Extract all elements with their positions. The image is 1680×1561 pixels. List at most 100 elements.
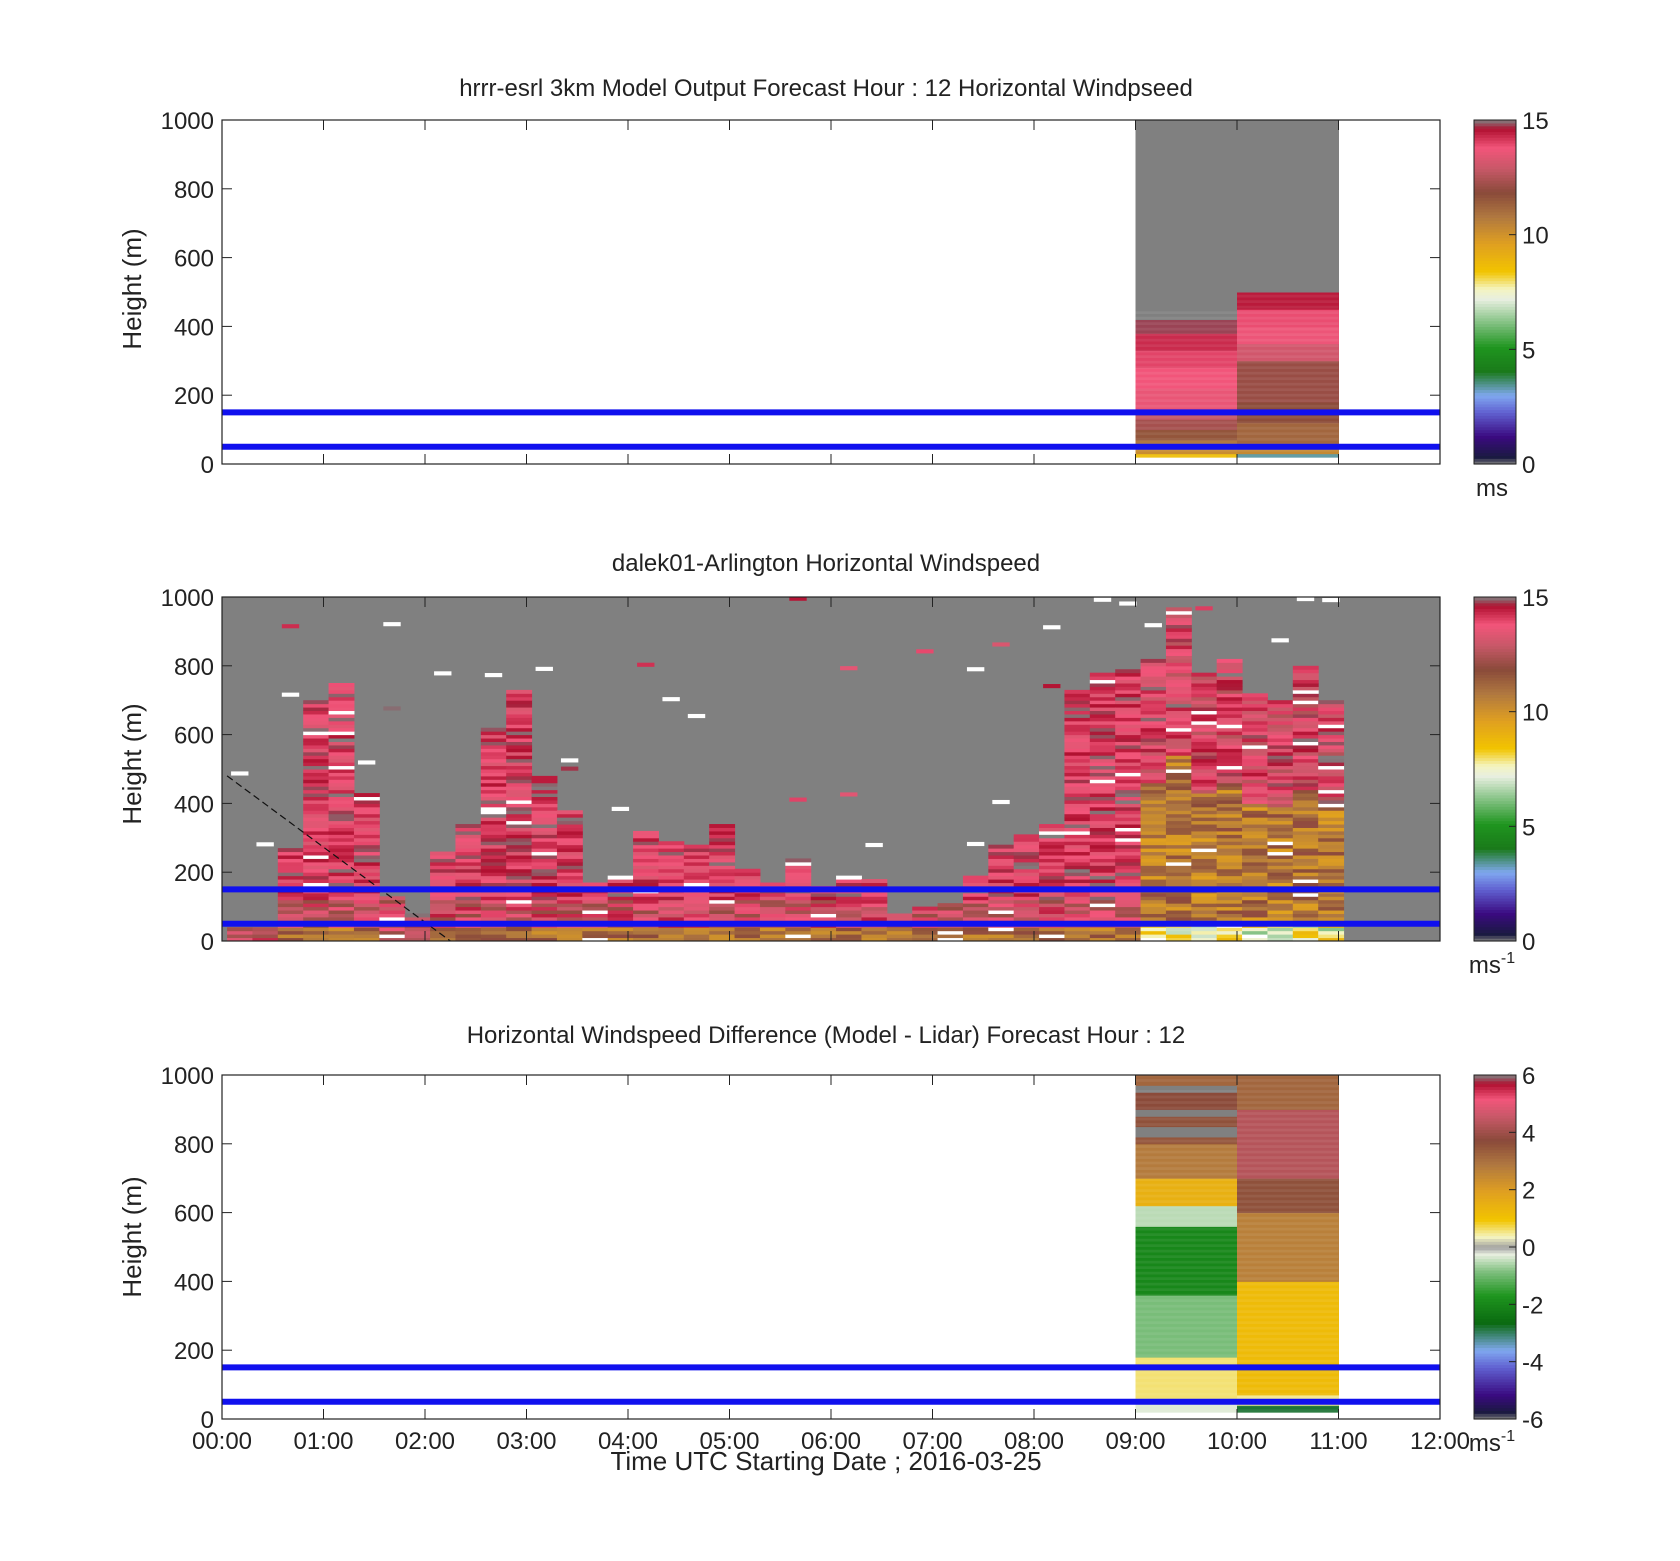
heatmap-cell xyxy=(633,934,659,939)
heatmap-band xyxy=(1237,1079,1339,1082)
heatmap-cell xyxy=(1318,700,1345,705)
heatmap-cell xyxy=(560,758,579,763)
heatmap-cell xyxy=(1064,741,1091,746)
colorbar-segment xyxy=(1474,412,1516,416)
heatmap-cell xyxy=(480,879,507,884)
heatmap-cell xyxy=(1242,755,1268,760)
heatmap-cell xyxy=(1165,717,1192,722)
heatmap-cell xyxy=(328,769,355,773)
heatmap-cell xyxy=(1013,906,1040,911)
colorbar-segment xyxy=(1474,751,1516,756)
colorbar-segment xyxy=(1474,446,1516,451)
heatmap-cell xyxy=(531,841,558,846)
heatmap-cell xyxy=(480,803,507,808)
heatmap-cell xyxy=(1140,817,1167,822)
heatmap-cell xyxy=(1267,751,1294,756)
heatmap-band xyxy=(1135,388,1237,392)
heatmap-cell xyxy=(1267,734,1294,739)
heatmap-cell xyxy=(1140,810,1167,815)
heatmap-band xyxy=(1135,1277,1237,1281)
heatmap-cell xyxy=(506,727,533,732)
heatmap-cell xyxy=(1322,598,1340,603)
heatmap-band xyxy=(1237,1315,1339,1319)
heatmap-cell xyxy=(455,916,482,921)
heatmap-cell xyxy=(1115,782,1142,787)
colorbar-segment xyxy=(1474,1353,1516,1357)
colorbar-segment xyxy=(1474,697,1516,701)
colorbar-segment xyxy=(1474,628,1516,632)
heatmap-cell xyxy=(506,793,533,798)
heatmap-cell xyxy=(1135,388,1238,410)
heatmap-band xyxy=(1237,426,1339,430)
colorbar-segment xyxy=(1474,1186,1516,1191)
heatmap-cell xyxy=(455,903,482,908)
colorbar-segment xyxy=(1474,1201,1516,1205)
heatmap-cell xyxy=(734,882,761,887)
heatmap-cell xyxy=(1318,762,1345,767)
heatmap-cell xyxy=(734,899,761,904)
heatmap-cell xyxy=(1165,824,1192,828)
heatmap-band xyxy=(1237,1112,1339,1115)
heatmap-band xyxy=(1237,1332,1339,1336)
heatmap-cell xyxy=(277,937,304,942)
heatmap-cell xyxy=(840,666,858,671)
heatmap-cell xyxy=(480,913,507,918)
heatmap-cell xyxy=(1089,872,1116,877)
heatmap-cell xyxy=(1089,734,1116,739)
heatmap-cell xyxy=(455,937,482,942)
heatmap-cell xyxy=(658,865,685,870)
heatmap-cell xyxy=(1039,851,1065,856)
heatmap-cell xyxy=(1013,841,1040,846)
heatmap-cell xyxy=(328,882,355,887)
heatmap-cell xyxy=(1191,676,1218,681)
heatmap-cell xyxy=(1089,803,1116,808)
heatmap-cell xyxy=(1165,830,1192,835)
heatmap-cell xyxy=(683,865,710,870)
heatmap-cell xyxy=(1064,817,1091,822)
colorbar-segment xyxy=(1474,151,1516,155)
heatmap-cell xyxy=(1013,930,1040,935)
heatmap-cell xyxy=(1064,858,1091,863)
heatmap-cell xyxy=(1140,796,1167,801)
heatmap-cell xyxy=(1191,775,1218,780)
heatmap-cell xyxy=(1064,910,1091,914)
heatmap-cell xyxy=(1140,686,1167,691)
heatmap-cell xyxy=(810,903,837,908)
colorbar-segment xyxy=(1474,177,1516,181)
heatmap-cell xyxy=(1140,906,1167,911)
colorbar-segment xyxy=(1474,806,1516,810)
colorbar-segment xyxy=(1474,1241,1516,1245)
heatmap-cell xyxy=(303,810,330,815)
colorbar-segment xyxy=(1474,1318,1516,1323)
heatmap-cell xyxy=(506,903,533,908)
heatmap-cell xyxy=(506,858,533,863)
heatmap-cell xyxy=(836,916,862,921)
heatmap-cell xyxy=(1140,748,1167,753)
colorbar-segment xyxy=(1474,1410,1516,1414)
colorbar-segment xyxy=(1474,714,1516,718)
heatmap-cell xyxy=(1216,789,1243,794)
heatmap-cell xyxy=(1064,765,1091,770)
colorbar-segment xyxy=(1474,599,1516,604)
heatmap-cell xyxy=(1064,899,1091,904)
colorbar-tick-label: 5 xyxy=(1522,337,1535,364)
heatmap-cell xyxy=(328,713,355,718)
heatmap-cell xyxy=(1318,830,1345,835)
heatmap-cell xyxy=(1237,120,1339,293)
heatmap-cell xyxy=(303,731,330,736)
colorbar-segment xyxy=(1474,142,1516,147)
heatmap-cell xyxy=(1216,683,1243,687)
heatmap-cell xyxy=(1191,855,1218,859)
heatmap-cell xyxy=(303,896,330,901)
heatmap-cell xyxy=(383,706,401,711)
heatmap-cell xyxy=(785,934,812,939)
heatmap-cell xyxy=(1039,841,1065,846)
heatmap-cell xyxy=(1318,782,1345,787)
colorbar-segment xyxy=(1474,1140,1516,1145)
heatmap-cell xyxy=(1064,906,1091,911)
colorbar-segment xyxy=(1474,608,1516,612)
heatmap-cell xyxy=(531,789,558,794)
colorbar-tick-label: 0 xyxy=(1522,452,1535,479)
heatmap-cell xyxy=(734,937,761,942)
